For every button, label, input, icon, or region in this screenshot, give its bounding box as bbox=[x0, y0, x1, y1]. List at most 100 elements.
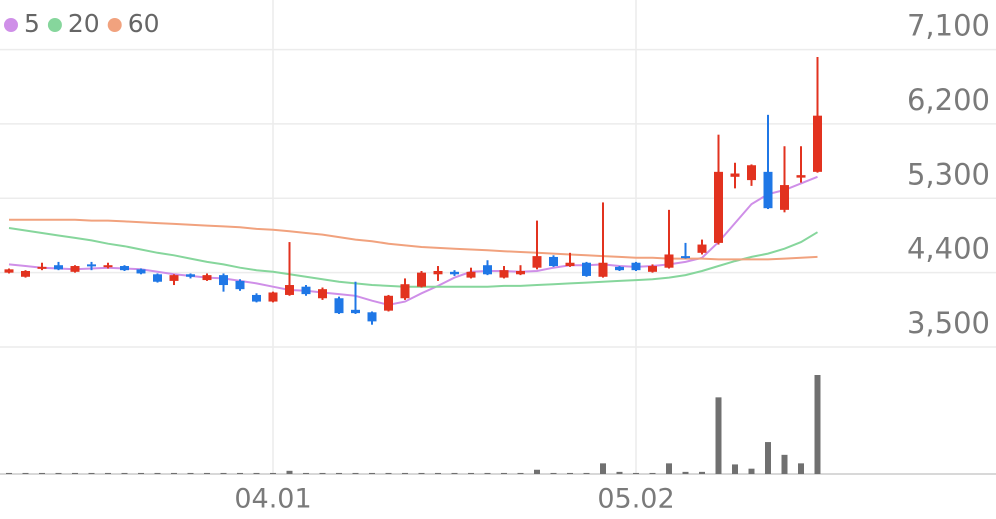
legend-marker bbox=[107, 18, 122, 32]
candle-body bbox=[532, 256, 542, 268]
candle-body bbox=[697, 244, 707, 253]
y-tick-label: 7,100 bbox=[907, 9, 990, 43]
candle-body bbox=[367, 312, 377, 322]
volume-bar bbox=[616, 471, 623, 474]
volume-bar bbox=[435, 472, 441, 474]
candle-body bbox=[169, 275, 179, 281]
candle-body bbox=[186, 274, 195, 277]
candle-body bbox=[714, 171, 723, 243]
candle-body bbox=[235, 280, 245, 290]
candle-body bbox=[268, 292, 278, 302]
legend-marker bbox=[47, 18, 62, 32]
volume-bar bbox=[88, 472, 95, 474]
volume-bar bbox=[303, 472, 309, 474]
volume-bar bbox=[22, 472, 29, 474]
volume-bar bbox=[319, 472, 326, 474]
volume-bar bbox=[682, 471, 689, 474]
volume-bar bbox=[484, 472, 491, 474]
volume-bar bbox=[253, 472, 260, 474]
candle-body bbox=[516, 270, 525, 275]
candle-body bbox=[549, 256, 558, 267]
volume-bar bbox=[270, 472, 276, 474]
candle-body bbox=[582, 262, 591, 276]
volume-bar bbox=[534, 469, 540, 474]
candle-body bbox=[37, 266, 47, 269]
volume-bar bbox=[105, 472, 111, 474]
y-tick-label: 6,200 bbox=[907, 83, 990, 117]
candle-body bbox=[615, 266, 624, 271]
volume-bar bbox=[286, 470, 293, 474]
volume-bar bbox=[187, 472, 194, 474]
volume-bar bbox=[336, 472, 342, 474]
candle-body bbox=[466, 271, 476, 278]
candle-body bbox=[136, 269, 146, 274]
volume-bar bbox=[418, 472, 425, 474]
candle-body bbox=[648, 266, 657, 272]
volume-bar bbox=[402, 472, 408, 474]
ma-line bbox=[9, 218, 818, 261]
legend-label: 20 bbox=[68, 9, 100, 38]
candle-body bbox=[763, 171, 773, 209]
volume-bar bbox=[237, 472, 243, 474]
candle-body bbox=[301, 286, 311, 295]
volume-bar bbox=[72, 472, 78, 474]
volume-bar bbox=[517, 472, 524, 474]
volume-bar bbox=[649, 472, 656, 474]
candle-body bbox=[70, 266, 80, 272]
volume-bar bbox=[666, 463, 672, 474]
candle-body bbox=[417, 272, 426, 287]
candle-body bbox=[598, 262, 608, 277]
ma-line bbox=[8, 227, 819, 288]
candle-body bbox=[285, 285, 294, 295]
candle-body bbox=[54, 265, 63, 270]
candle-body bbox=[747, 165, 756, 181]
volume-bar bbox=[6, 472, 12, 474]
candle-body bbox=[730, 173, 740, 177]
legend-label: 60 bbox=[128, 9, 160, 38]
volume-bar bbox=[204, 472, 210, 474]
volume-bar bbox=[468, 472, 474, 474]
volume-bar bbox=[781, 454, 788, 474]
candle-body bbox=[103, 265, 113, 268]
legend-label: 5 bbox=[24, 9, 40, 38]
candle-body bbox=[780, 185, 789, 210]
candle-body bbox=[334, 298, 344, 314]
x-tick-label: 04.01 bbox=[234, 484, 311, 515]
legend-marker bbox=[4, 18, 18, 32]
candle-body bbox=[565, 262, 575, 267]
volume-bar bbox=[154, 472, 161, 474]
volume-bar bbox=[798, 463, 804, 474]
candle-body bbox=[252, 294, 261, 302]
volume-bar bbox=[748, 468, 755, 474]
volume-bar bbox=[699, 471, 705, 474]
volume-bar bbox=[814, 375, 821, 474]
candle-body bbox=[483, 265, 492, 275]
x-tick-label: 05.02 bbox=[597, 484, 674, 515]
volume-bar bbox=[501, 472, 507, 474]
candle-body bbox=[400, 284, 410, 299]
candle-body bbox=[813, 115, 822, 172]
candle-body bbox=[351, 309, 360, 314]
candle-body bbox=[120, 266, 129, 271]
candle-body bbox=[450, 271, 459, 275]
candle-body bbox=[796, 175, 806, 178]
candle-body bbox=[664, 254, 674, 268]
volume-bar bbox=[352, 472, 359, 474]
volume-bar bbox=[121, 472, 128, 474]
candle-body bbox=[433, 270, 443, 275]
candle-body bbox=[87, 264, 96, 267]
volume-bar bbox=[567, 472, 573, 474]
y-tick-label: 4,400 bbox=[907, 232, 990, 266]
volume-bar bbox=[451, 472, 458, 474]
candle-body bbox=[153, 274, 162, 282]
volume-bar bbox=[550, 472, 557, 474]
volume-bar bbox=[385, 472, 392, 474]
volume-bar bbox=[583, 472, 590, 474]
volume-bar bbox=[715, 397, 722, 474]
y-tick-label: 5,300 bbox=[907, 157, 990, 191]
candle-body bbox=[384, 295, 393, 311]
volume-bar bbox=[765, 442, 771, 474]
ma-line bbox=[8, 175, 818, 306]
